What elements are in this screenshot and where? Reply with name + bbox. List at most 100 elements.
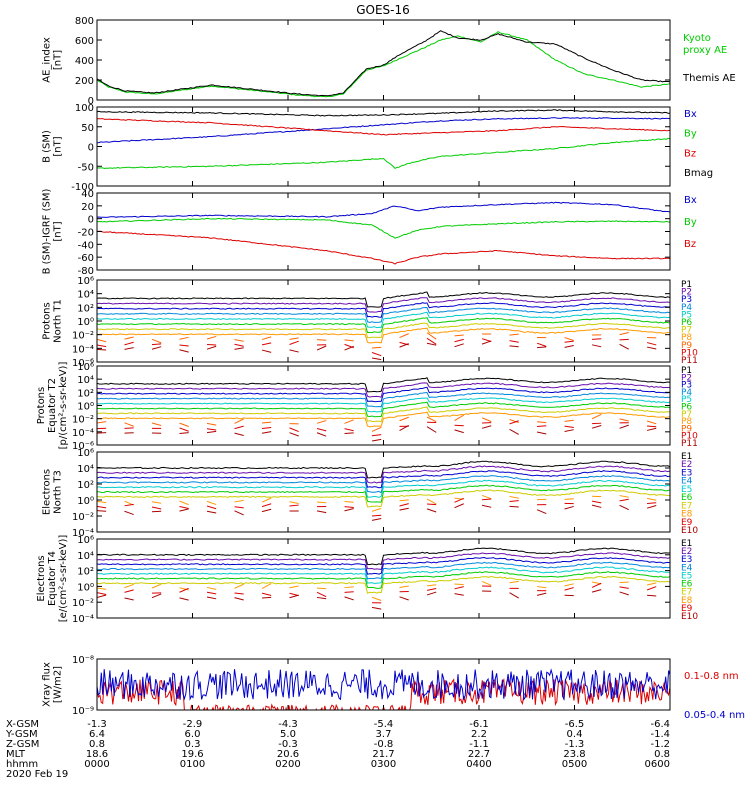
legend-entry-p4: P4 [681, 303, 692, 313]
channel-segment [399, 343, 409, 348]
channel-segment [509, 500, 519, 503]
channel-line-e10 [97, 589, 657, 610]
channel-segment [179, 344, 189, 347]
channel-segment [509, 495, 519, 499]
y-tick-label: 10⁶ [77, 276, 94, 287]
y-axis-label: Electrons [36, 555, 47, 601]
channel-segment [234, 510, 244, 516]
channel-segment [261, 508, 272, 513]
legend-entry-e5: E5 [681, 571, 692, 581]
channel-segment [151, 422, 162, 427]
channel-segment [647, 502, 657, 505]
channel-segment [481, 504, 492, 508]
channel-segment [97, 421, 107, 424]
y-tick-label: 10⁰ [77, 582, 94, 593]
channel-segment [151, 506, 162, 510]
channel-segment [344, 419, 354, 424]
legend-entry-e1: E1 [681, 452, 692, 462]
y-tick-label: 10⁻⁶ [72, 441, 94, 452]
y-tick-label: 10² [77, 567, 94, 578]
y-tick-label: 10² [77, 303, 94, 314]
channel-segment [316, 420, 327, 424]
legend-entry-p11: P11 [681, 356, 698, 366]
y-tick-label: 10⁻² [72, 512, 94, 523]
y-axis-label: North T1 [53, 299, 64, 343]
channel-segment [124, 510, 134, 516]
channel-segment [124, 589, 134, 593]
plot-area-bsm [97, 109, 670, 170]
legend-entry-e2: E2 [681, 460, 692, 470]
footer-date: 2020 Feb 19 [6, 769, 68, 780]
channel-segment [564, 583, 574, 587]
legend-entry-p3: P3 [681, 381, 692, 391]
legend-entry-e10: E10 [681, 526, 698, 536]
channel-segment [371, 357, 382, 361]
footer-row-label: Y-GSM [5, 729, 38, 740]
y-tick-label: 10⁻⁴ [72, 344, 94, 355]
channel-segment [509, 428, 519, 435]
channel-segment [564, 505, 574, 510]
y-axis-label: [nT] [53, 221, 64, 241]
channel-segment [289, 504, 299, 507]
channel-segment [591, 500, 602, 504]
channel-segment [206, 335, 217, 340]
channel-segment [399, 507, 409, 511]
channel-segment [646, 420, 657, 425]
legend-entry-p9: P9 [681, 424, 692, 434]
channel-segment [179, 508, 189, 512]
y-tick-label: 10⁻² [72, 331, 94, 342]
panel-frame [96, 19, 671, 101]
channel-segment [426, 498, 437, 505]
channel-segment [426, 426, 437, 433]
channel-segment [509, 340, 519, 343]
channel-segment [97, 338, 107, 343]
channel-segment [509, 345, 519, 348]
y-tick-label: 10⁰ [77, 317, 94, 328]
legend-entry-e5: E5 [681, 485, 692, 495]
channel-segment [206, 591, 217, 595]
channel-segment [454, 429, 464, 434]
channel-segment [509, 580, 519, 584]
channel-segment [179, 427, 189, 432]
channel-segment [261, 336, 272, 340]
footer-value: 0400 [466, 759, 491, 770]
legend-bsmigrf: Bx By Bz [684, 195, 697, 250]
footer-value: -6.1 [469, 719, 489, 730]
y-tick-label: 10⁴ [77, 464, 94, 475]
channel-segment [316, 501, 327, 504]
legend-entry-p4: P4 [681, 388, 692, 398]
y-tick-label: 10² [77, 388, 94, 399]
panel-pt1: 10⁶ 10⁴ 10² 10⁰ 10⁻² 10⁻⁴ 10⁻⁶ Protons North T1 P… [42, 276, 699, 369]
channel-segment [124, 347, 134, 350]
footer-value: 20.6 [277, 749, 299, 760]
channel-segment [646, 342, 657, 346]
channel-line-p9 [97, 332, 657, 349]
channel-segment [619, 424, 629, 429]
footer-value: -6.5 [565, 719, 585, 730]
legend-entry-p9: P9 [681, 341, 692, 351]
channel-segment [97, 500, 107, 504]
legend-bsm: Bx By Bz Bmag [684, 109, 713, 179]
channel-segment [371, 434, 382, 437]
channel-segment [591, 589, 602, 593]
channel-line-e7 [97, 489, 670, 508]
footer-value: 21.7 [372, 749, 394, 760]
legend-entry-p11: P11 [681, 439, 698, 449]
channel-segment [537, 421, 547, 424]
channel-segment [179, 587, 189, 593]
channel-segment [564, 340, 574, 343]
channel-line-e2 [97, 465, 670, 484]
series-line-by [97, 217, 670, 239]
channel-segment [399, 596, 409, 601]
legend-entry-xray: 0.1-0.8 nm [684, 671, 739, 682]
legend-entry-e9: E9 [681, 518, 693, 528]
legend-entry-e9: E9 [681, 604, 693, 614]
channel-line-p3 [97, 302, 670, 318]
footer-row-label: Z-GSM [6, 739, 39, 750]
footer-value: -1.3 [565, 739, 585, 750]
channel-segment [564, 425, 574, 429]
channel-segment [646, 582, 657, 586]
legend-entry-bsm: Bx [684, 109, 697, 120]
